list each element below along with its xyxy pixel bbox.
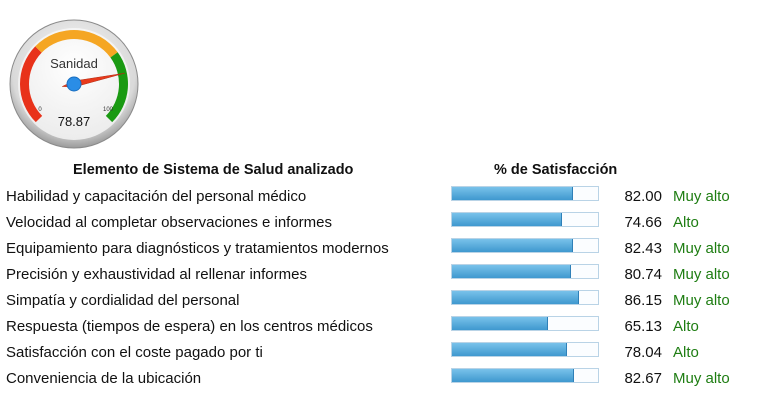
gauge-bands	[19, 29, 128, 123]
row-value: 65.13	[624, 318, 662, 335]
row-label: Conveniencia de la ubicación	[6, 370, 202, 387]
header-element: Elemento de Sistema de Salud analizado	[73, 162, 354, 178]
row-level: Alto	[673, 344, 699, 361]
satisfaction-bar	[451, 212, 599, 227]
row-label: Precisión y exhaustividad al rellenar in…	[6, 266, 307, 283]
row-value: 74.66	[624, 214, 662, 231]
gauge-value-text: 78.87	[58, 114, 91, 129]
satisfaction-bar-fill	[452, 343, 567, 356]
gauge-label: Sanidad	[50, 56, 98, 71]
gauge-svg: Sanidad 0 100 78.87	[9, 19, 139, 149]
satisfaction-bar-fill	[452, 187, 573, 200]
gauge-max-label: 100	[103, 107, 114, 113]
row-value: 78.04	[624, 344, 662, 361]
row-level: Muy alto	[673, 240, 730, 257]
gauge-hub	[66, 76, 82, 92]
satisfaction-bar-fill	[452, 239, 574, 252]
row-label: Equipamiento para diagnósticos y tratami…	[6, 240, 389, 257]
table-row: Respuesta (tiempos de espera) en los cen…	[0, 314, 780, 340]
row-value: 82.67	[624, 370, 662, 387]
satisfaction-bar-fill	[452, 369, 574, 382]
satisfaction-table: Habilidad y capacitación del personal mé…	[0, 184, 780, 392]
satisfaction-bar	[451, 316, 599, 331]
satisfaction-bar	[451, 290, 599, 305]
satisfaction-bar	[451, 342, 599, 357]
gauge-band-high	[105, 52, 128, 123]
row-label: Simpatía y cordialidad del personal	[6, 292, 240, 309]
row-label: Respuesta (tiempos de espera) en los cen…	[6, 318, 373, 335]
gauge-band-mid	[35, 29, 118, 58]
satisfaction-bar-fill	[452, 317, 549, 330]
table-row: Precisión y exhaustividad al rellenar in…	[0, 262, 780, 288]
row-level: Muy alto	[673, 370, 730, 387]
row-label: Habilidad y capacitación del personal mé…	[6, 188, 307, 205]
table-row: Simpatía y cordialidad del personal 86.15…	[0, 288, 780, 314]
row-value: 82.00	[624, 188, 662, 205]
row-level: Alto	[673, 318, 699, 335]
row-value: 80.74	[624, 266, 662, 283]
row-label: Satisfacción con el coste pagado por ti	[6, 344, 263, 361]
gauge-min-label: 0	[38, 107, 42, 113]
row-level: Muy alto	[673, 266, 730, 283]
row-value: 86.15	[624, 292, 662, 309]
table-row: Velocidad al completar observaciones e i…	[0, 210, 780, 236]
gauge-band-low	[19, 46, 43, 123]
table-row: Satisfacción con el coste pagado por ti 7…	[0, 340, 780, 366]
table-row: Equipamiento para diagnósticos y tratami…	[0, 236, 780, 262]
row-level: Muy alto	[673, 292, 730, 309]
satisfaction-bar	[451, 238, 599, 253]
sanidad-gauge: Sanidad 0 100 78.87	[8, 18, 140, 150]
header-percent: % de Satisfacción	[494, 162, 618, 178]
satisfaction-bar	[451, 186, 599, 201]
row-value: 82.43	[624, 240, 662, 257]
row-label: Velocidad al completar observaciones e i…	[6, 214, 333, 231]
satisfaction-bar-fill	[452, 265, 571, 278]
satisfaction-bar	[451, 264, 599, 279]
satisfaction-bar-fill	[452, 291, 579, 304]
table-row: Conveniencia de la ubicación 82.67 Muy alt…	[0, 366, 780, 392]
table-row: Habilidad y capacitación del personal mé…	[0, 184, 780, 210]
satisfaction-bar-fill	[452, 213, 562, 226]
row-level: Muy alto	[673, 188, 730, 205]
row-level: Alto	[673, 214, 699, 231]
satisfaction-bar	[451, 368, 599, 383]
